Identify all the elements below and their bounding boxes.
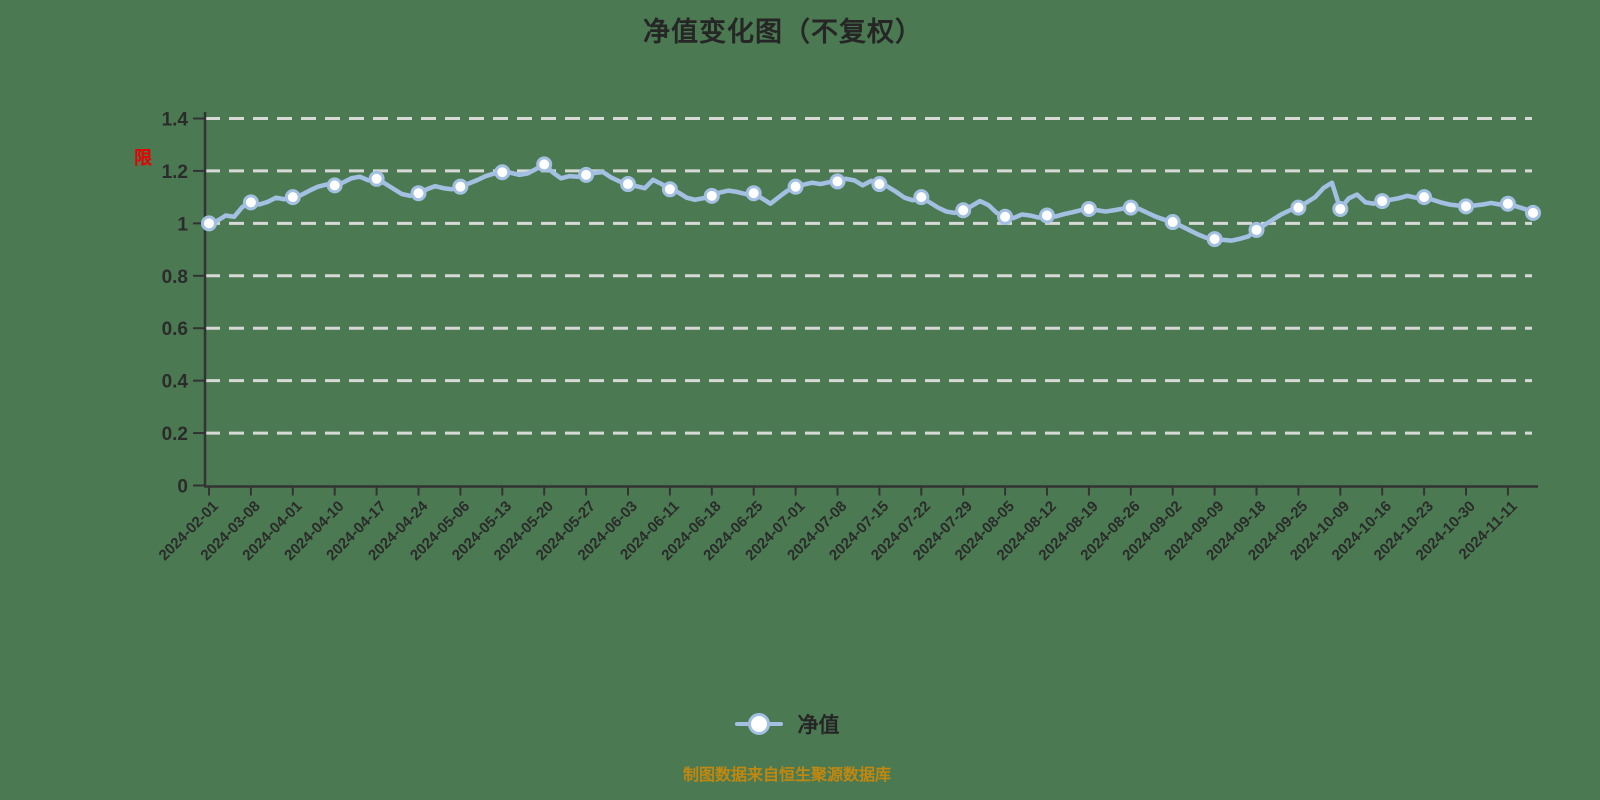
y-tick-label: 0.2 — [162, 424, 188, 445]
legend-label: 净值 — [797, 714, 840, 737]
net-value-line — [206, 162, 1536, 243]
data-point — [1080, 200, 1097, 217]
y-tick-label: 1.2 — [162, 162, 188, 183]
y-tick-labels: 0 0.2 0.4 0.6 0.8 1 1.2 1.4 — [162, 110, 205, 498]
y-tick-label: 0.8 — [162, 267, 188, 288]
data-point — [578, 166, 595, 183]
data-source-note: 制图数据来自恒生聚源数据库 — [682, 767, 891, 784]
data-point — [1290, 199, 1307, 216]
data-point — [745, 185, 762, 202]
data-point — [1332, 200, 1349, 217]
data-point — [871, 176, 888, 193]
data-point-markers — [201, 156, 1542, 248]
data-point — [201, 215, 217, 232]
data-point — [284, 189, 301, 206]
data-point — [661, 181, 678, 198]
data-point — [1039, 207, 1055, 224]
data-point — [1248, 221, 1265, 238]
data-point — [1122, 199, 1139, 216]
data-point — [1499, 195, 1516, 212]
axes — [203, 112, 1538, 488]
data-point — [913, 189, 930, 206]
data-point — [955, 202, 972, 219]
data-point — [1416, 189, 1433, 206]
data-point — [368, 170, 385, 187]
data-point — [536, 156, 553, 173]
y-tick-label: 0.6 — [162, 319, 188, 340]
y-tick-label: 0 — [177, 477, 188, 498]
restriction-label: 限 — [134, 148, 152, 168]
y-tick-label: 1.4 — [162, 110, 189, 131]
data-point — [620, 176, 636, 193]
data-point — [787, 178, 804, 195]
y-tick-label: 0.4 — [162, 372, 189, 393]
data-point — [829, 173, 846, 190]
x-tick-labels: 2024-02-012024-03-082024-04-012024-04-10… — [156, 486, 1521, 564]
data-point — [997, 208, 1014, 225]
legend-circle-icon — [747, 713, 770, 735]
data-point — [1525, 204, 1542, 221]
y-tick-label: 1 — [177, 214, 188, 235]
chart-title: 净值变化图（不复权） — [643, 17, 923, 47]
data-point — [1206, 231, 1223, 248]
data-point — [1458, 198, 1474, 215]
data-point — [494, 164, 511, 181]
data-point — [326, 177, 343, 194]
data-point — [1164, 214, 1181, 231]
legend[interactable]: 净值 — [0, 708, 1574, 740]
legend-line-marker-icon — [734, 713, 783, 735]
gridlines — [205, 117, 1532, 435]
data-point — [410, 185, 427, 202]
data-point — [242, 194, 259, 211]
data-point — [452, 178, 469, 195]
data-point — [1374, 193, 1391, 210]
data-point — [703, 187, 720, 204]
